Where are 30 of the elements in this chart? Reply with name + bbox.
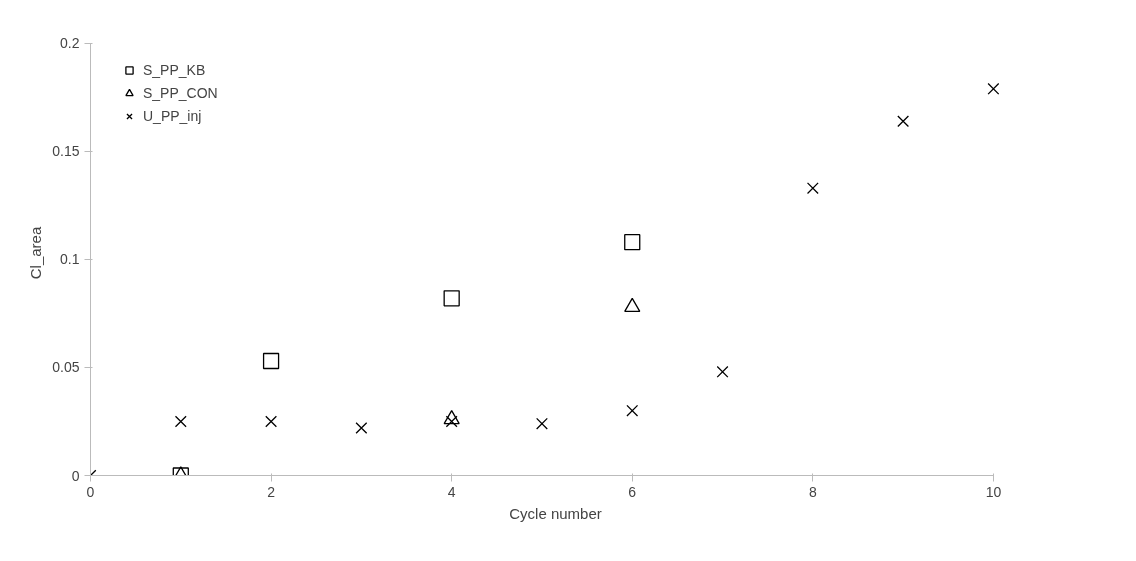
point [536,417,548,430]
point [443,290,460,307]
point [445,415,458,428]
point [265,415,278,428]
point [443,410,460,425]
point [987,82,1000,95]
point [897,115,910,128]
point [262,352,280,370]
point [355,422,368,434]
y-tick-label: 0.15 [52,143,80,160]
y-tick-label: 0.05 [52,359,80,376]
x-tick-label: 10 [985,483,1002,500]
y-tick-label: 0.2 [60,35,80,52]
y-axis-title: Cl_area [27,226,45,280]
x-tick-label: 0 [86,483,95,500]
point [716,365,729,378]
x-tick-label: 4 [447,483,456,500]
y-tick-label: 0 [71,467,80,484]
x-tick-label: 6 [628,483,637,500]
point [626,404,639,417]
point [806,182,819,195]
legend-label: U_PP_inj [143,108,202,124]
x-tick-label: 8 [808,483,817,500]
legend-label: S_PP_CON [143,85,218,101]
y-tick-label: 0.1 [60,251,80,268]
point [624,234,641,251]
legend-label: S_PP_KB [143,62,206,78]
point [174,415,187,428]
x-axis-title: Cycle number [509,504,602,522]
x-tick-label: 2 [267,483,276,500]
